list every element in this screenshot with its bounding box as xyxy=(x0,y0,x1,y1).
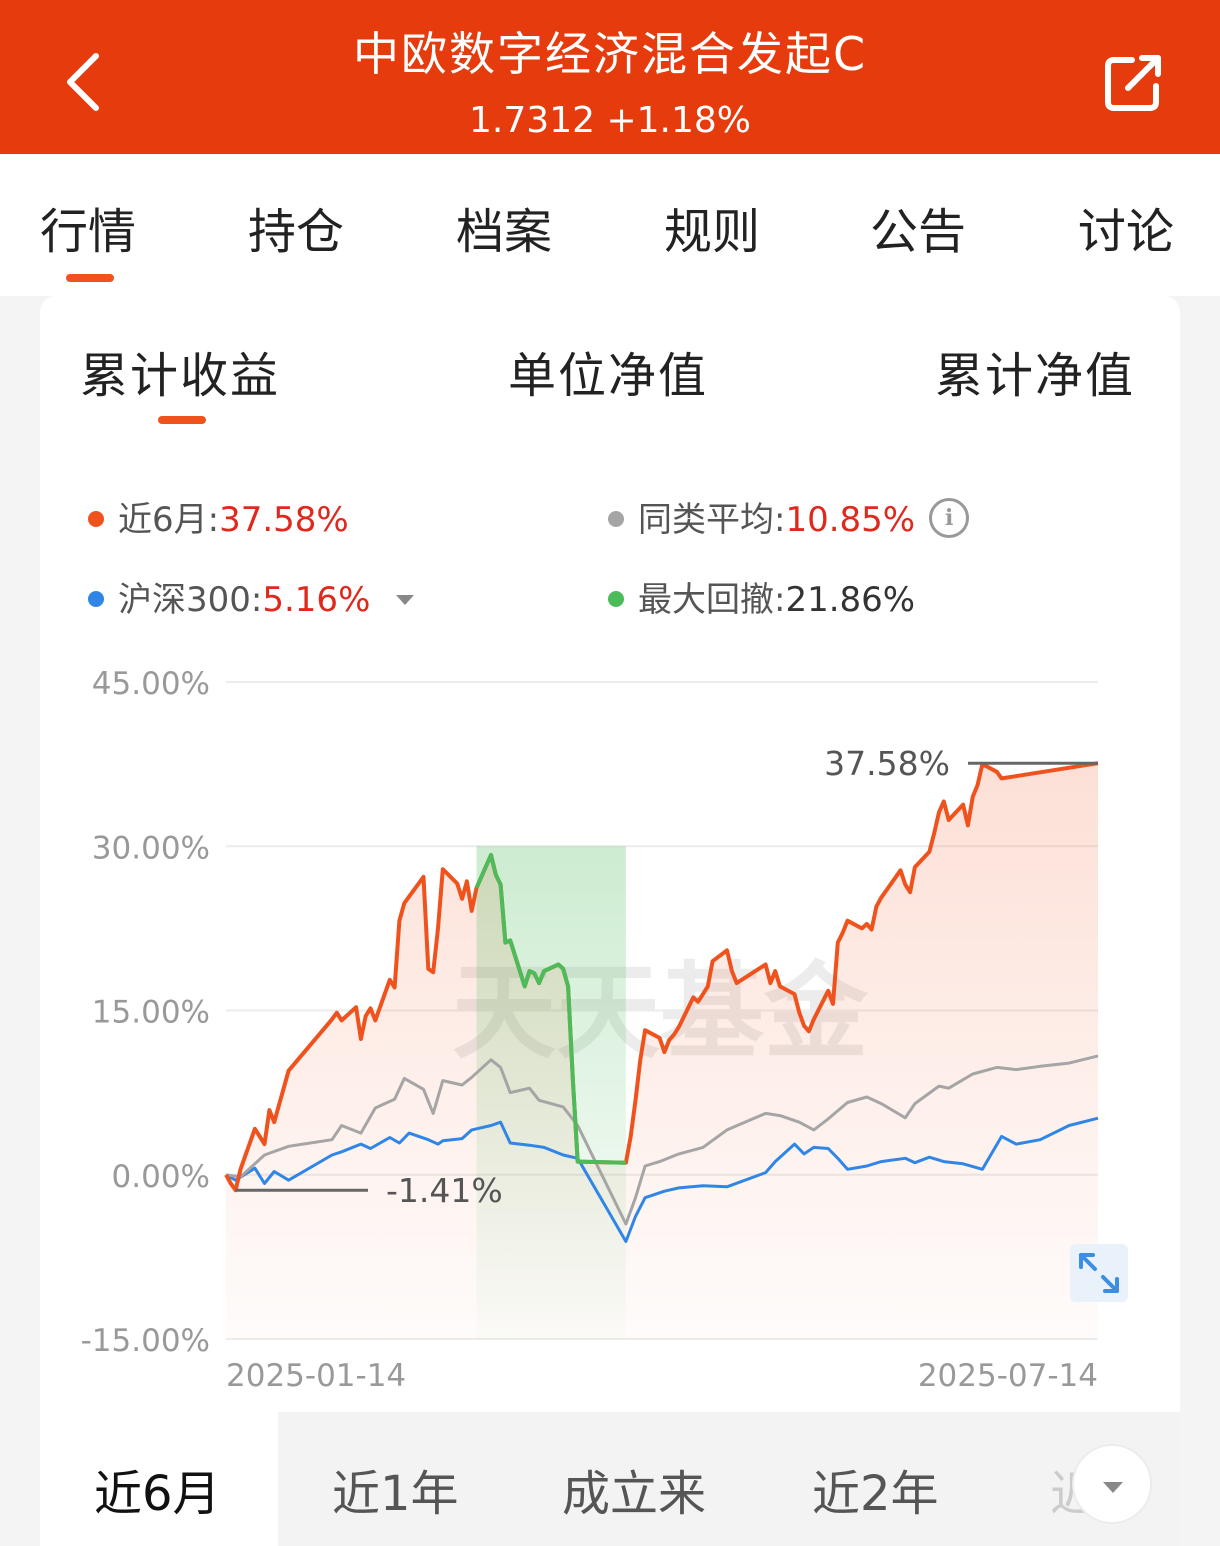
fund-nav-change: 1.7312 +1.18% xyxy=(469,100,751,141)
legend-drawdown-dot xyxy=(608,590,624,607)
y-tick-label: -15.00% xyxy=(81,1323,210,1359)
legend-fund-dot xyxy=(88,510,104,527)
period-2y[interactable]: 近2年 xyxy=(812,1466,939,1522)
period-1y[interactable]: 近1年 xyxy=(332,1466,459,1522)
peer-average-line xyxy=(225,1054,1099,1226)
period-selector: 近6月 近1年 成立来 近2年 近 xyxy=(40,1412,1180,1546)
legend-index-dot xyxy=(88,590,104,607)
y-tick-label: 0.00% xyxy=(112,1159,210,1195)
x-tick-label: 2025-07-14 xyxy=(918,1358,1098,1394)
subtab-cumulative-nav[interactable]: 累计净值 xyxy=(935,348,1136,404)
tab-profile[interactable]: 档案 xyxy=(456,204,553,260)
y-tick-label: 45.00% xyxy=(92,666,210,702)
legend-max-drawdown: 最大回撤:21.86% xyxy=(608,572,915,621)
drawdown-band xyxy=(476,846,626,1339)
period-active-bg xyxy=(40,1412,278,1546)
active-subtab-indicator xyxy=(158,416,206,424)
subtab-unit-nav[interactable]: 单位净值 xyxy=(508,348,709,404)
benchmark-dropdown-icon[interactable] xyxy=(396,594,415,605)
min-annotation: -1.41% xyxy=(386,1171,503,1210)
back-arrow-icon[interactable] xyxy=(56,46,116,118)
more-periods-button[interactable] xyxy=(1072,1444,1152,1524)
main-tabs: 行情 持仓 档案 规则 公告 讨论 xyxy=(0,154,1220,296)
legend-peer-value: 10.85% xyxy=(785,500,916,540)
chevron-down-icon xyxy=(1103,1482,1123,1493)
fund-line xyxy=(224,761,1099,1193)
legend-index-label: 沪深300: xyxy=(118,580,263,620)
tab-market[interactable]: 行情 xyxy=(40,204,137,260)
subtab-cumulative-return[interactable]: 累计收益 xyxy=(80,348,281,404)
legend-index: 沪深300:5.16% xyxy=(88,572,415,621)
legend-peer-label: 同类平均: xyxy=(638,500,786,540)
period-6m[interactable]: 近6月 xyxy=(94,1466,221,1522)
app-header: 中欧数字经济混合发起C 1.7312 +1.18% xyxy=(0,0,1220,154)
info-icon[interactable]: i xyxy=(929,497,970,538)
legend-fund: 近6月:37.58% xyxy=(88,492,349,541)
tab-announcements[interactable]: 公告 xyxy=(870,204,967,260)
legend-fund-label: 近6月: xyxy=(118,500,220,540)
active-tab-indicator xyxy=(66,274,114,282)
max-annotation: 37.58% xyxy=(824,744,950,783)
legend-index-value: 5.16% xyxy=(262,580,371,620)
tab-discussion[interactable]: 讨论 xyxy=(1078,204,1175,260)
legend-drawdown-label: 最大回撤: xyxy=(638,580,786,620)
legend-drawdown-value: 21.86% xyxy=(785,580,916,620)
expand-chart-icon[interactable] xyxy=(1070,1244,1128,1302)
period-since-inception[interactable]: 成立来 xyxy=(562,1466,707,1522)
legend-fund-value: 37.58% xyxy=(219,500,349,540)
index-line xyxy=(225,1116,1099,1243)
legend-peer-average: 同类平均:10.85% i xyxy=(608,492,970,542)
y-tick-label: 15.00% xyxy=(92,995,210,1031)
drawdown-line xyxy=(474,853,626,1165)
fund-title: 中欧数字经济混合发起C xyxy=(352,27,868,81)
tab-rules[interactable]: 规则 xyxy=(664,204,761,260)
legend-peer-dot xyxy=(608,510,624,527)
share-icon[interactable] xyxy=(1100,50,1170,116)
y-tick-label: 30.00% xyxy=(92,830,210,866)
period-inactive-bg xyxy=(278,1412,1180,1546)
x-tick-label: 2025-01-14 xyxy=(226,1358,406,1394)
tab-holdings[interactable]: 持仓 xyxy=(248,204,345,260)
